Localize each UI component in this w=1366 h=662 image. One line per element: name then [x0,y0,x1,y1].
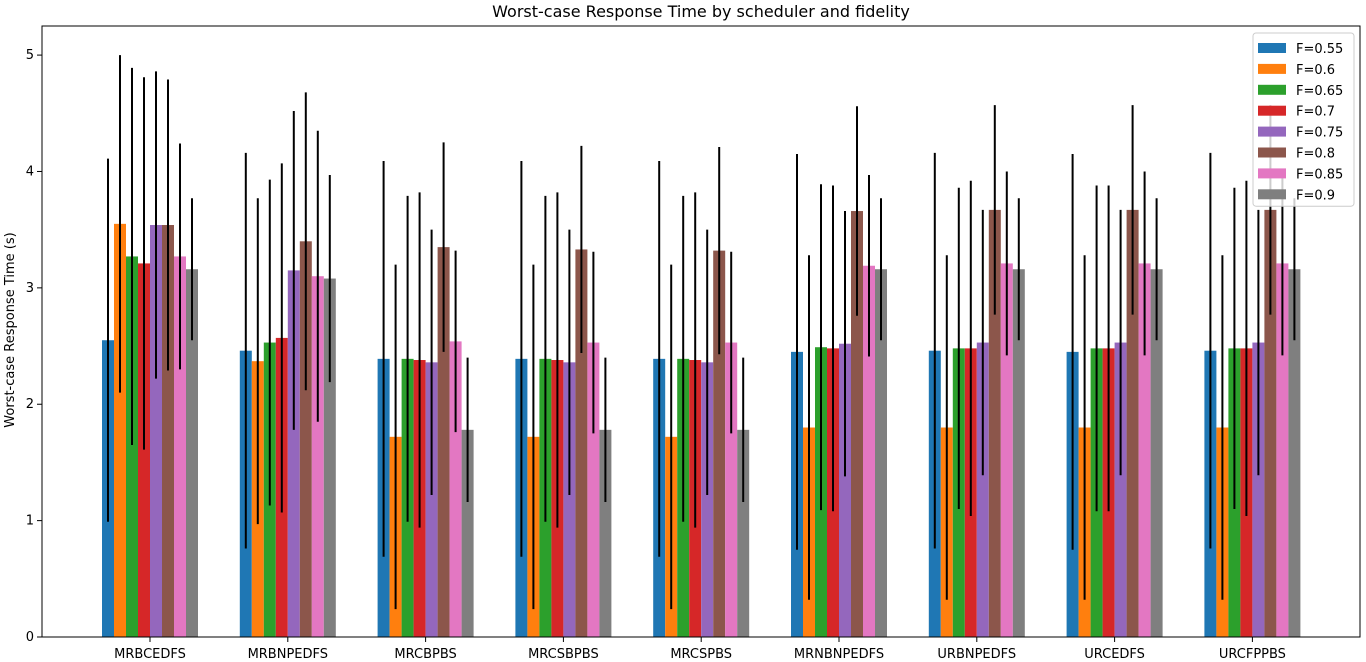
bar-f-0-75-mrbcedfs [150,225,162,638]
bar-f-0-9-mrbcedfs [186,269,198,637]
y-axis-label: Worst-case Response Time (s) [3,232,18,427]
x-tick-label: MRCSPBS [670,647,732,662]
x-tick-label: URCEDFS [1084,647,1145,662]
bar-f-0-85-mrcsbpbs [587,342,600,637]
chart-title: Worst-case Response Time by scheduler an… [492,2,910,21]
bar-f-0-9-mrnbnpedfs [875,269,887,637]
legend: F=0.55 F=0.6 F=0.65 F=0.7 F=0.75 F=0.8 F=0.85 F… [1252,32,1355,207]
legend-swatch [1258,105,1286,116]
bar-f-0-85-urcfppbs [1276,263,1289,637]
y-tick-label: 3 [26,281,34,296]
legend-label: F=0.65 [1296,84,1343,99]
bar-f-0-75-mrcspbs [701,362,714,637]
errorbars-layer [107,55,1296,610]
bar-f-0-8-urbnpedfs [988,209,1001,638]
y-tick-label: 4 [26,164,34,179]
bar-f-0-85-mrbnpedfs [311,276,324,637]
y-tick-label: 1 [26,514,34,529]
legend-label: F=0.55 [1296,42,1343,57]
bar-f-0-85-mrbcedfs [174,256,186,637]
y-tick-label: 0 [26,630,34,645]
bar-f-0-75-urbnpedfs [976,342,989,637]
x-tick-label: MRBCEDFS [114,647,186,662]
bar-f-0-85-urcedfs [1138,263,1151,637]
x-tick-label: MRNBNPEDFS [794,647,884,662]
bar-f-0-75-urcfppbs [1252,342,1265,637]
bar-f-0-9-urcfppbs [1288,269,1301,637]
legend-swatch [1258,84,1286,95]
legend-swatch [1258,43,1286,53]
bar-f-0-9-mrcsbpbs [599,429,612,637]
y-tick-label: 5 [26,48,34,63]
bar-f-0-75-mrbnpedfs [287,270,300,637]
legend-label: F=0.6 [1296,63,1335,78]
bar-f-0-8-urcfppbs [1264,209,1277,638]
bar-f-0-9-mrcspbs [737,429,750,637]
legend-swatch [1258,147,1286,158]
y-axis: 0 1 2 3 4 5 [26,48,42,645]
legend-label: F=0.75 [1296,126,1343,141]
x-tick-label: MRBNPEDFS [248,647,328,662]
bar-f-0-8-mrcbpbs [437,247,450,637]
x-tick-label: MRCSBPBS [528,647,599,662]
x-axis: MRBCEDFS MRBNPEDFS MRCBPBS MRCSBPBS MRCSPBS M… [114,637,1286,662]
bar-f-0-9-mrcbpbs [461,429,474,637]
y-tick-label: 2 [26,397,34,412]
bar-f-0-6-mrbcedfs [114,223,126,637]
bar-f-0-9-urcedfs [1150,269,1163,637]
bar-f-0-8-mrbnpedfs [299,241,312,638]
x-tick-label: URBNPEDFS [937,647,1016,662]
bar-f-0-65-mrbcedfs [126,256,138,637]
bar-f-0-85-mrcbpbs [449,341,462,637]
x-tick-label: MRCBPBS [394,647,456,662]
legend-swatch [1258,63,1286,74]
legend-label: F=0.85 [1296,167,1343,182]
bar-f-0-8-mrcspbs [713,250,726,637]
x-tick-label: URCFPPBS [1219,647,1286,662]
legend-label: F=0.9 [1296,188,1335,203]
legend-label: F=0.7 [1296,105,1335,120]
bar-f-0-8-mrnbnpedfs [851,211,863,637]
bar-f-0-85-urbnpedfs [1000,263,1013,637]
legend-label: F=0.8 [1296,147,1335,162]
bar-f-0-75-mrcsbpbs [563,362,576,637]
legend-swatch [1258,168,1286,179]
bar-f-0-8-mrcsbpbs [575,249,588,638]
bar-f-0-8-urcedfs [1126,209,1139,638]
legend-box [1252,32,1355,207]
bar-f-0-75-mrnbnpedfs [839,343,851,637]
bar-f-0-7-mrbcedfs [138,263,150,637]
legend-swatch [1258,126,1286,137]
bar-f-0-9-urbnpedfs [1012,269,1025,637]
bar-f-0-8-mrbcedfs [162,225,174,638]
bar-f-0-75-mrcbpbs [425,362,438,637]
bar-f-0-85-mrcspbs [725,342,738,637]
bar-f-0-75-urcedfs [1114,342,1127,637]
bar-f-0-85-mrnbnpedfs [863,265,875,637]
legend-swatch [1258,189,1286,200]
bar-f-0-9-mrbnpedfs [323,278,336,637]
